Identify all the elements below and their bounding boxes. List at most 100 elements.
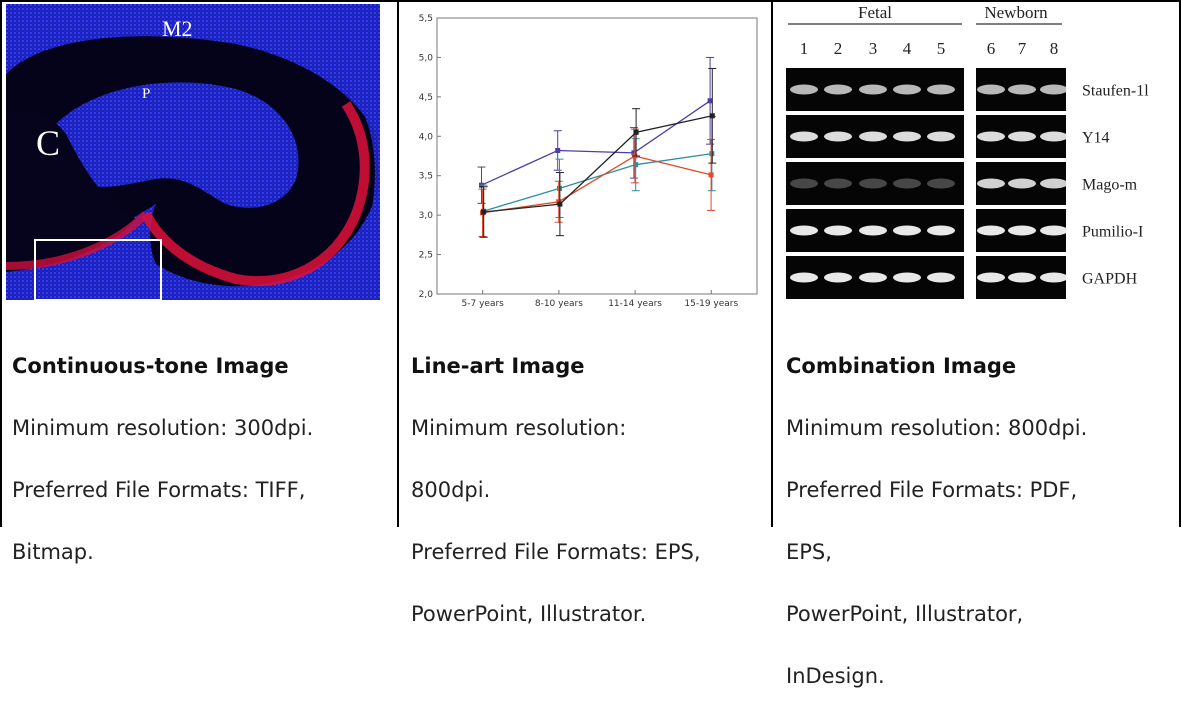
gel-band bbox=[977, 225, 1005, 236]
gel-svg: Fetal Newborn 1 2 3 4 5 6 7 8 Staufen-1l Y14 Mago-m P… bbox=[786, 4, 1149, 299]
line-chart-svg: 2,0 2,5 3,0 3,5 4,0 4,5 5,0 5,5 5-7 years 8-10 ye… bbox=[419, 14, 758, 309]
gel-band bbox=[859, 131, 887, 142]
gel-band bbox=[893, 178, 921, 189]
column-3-line: Minimum resolution: 800dpi. bbox=[786, 416, 1088, 440]
column-3-line: InDesign. bbox=[786, 664, 885, 688]
gel-band bbox=[1040, 131, 1068, 142]
gel-image: Fetal Newborn 1 2 3 4 5 6 7 8 Staufen-1l Y14 Mago-m P… bbox=[780, 4, 1176, 304]
column-3-line: PowerPoint, Illustrator, bbox=[786, 602, 1024, 626]
gel-band bbox=[893, 225, 921, 236]
data-point bbox=[631, 150, 637, 156]
data-point bbox=[707, 98, 713, 104]
column-1-text: Continuous-tone Image Minimum resolution… bbox=[12, 320, 392, 599]
x-tick-label: 15-19 years bbox=[684, 299, 738, 309]
y-tick-label: 5,0 bbox=[419, 53, 434, 63]
y-tick-label: 3,0 bbox=[419, 211, 434, 221]
lane-number: 2 bbox=[834, 39, 843, 58]
gel-band bbox=[790, 178, 818, 189]
micrograph-image: M2 P C bbox=[6, 4, 380, 300]
gel-band bbox=[977, 131, 1005, 142]
gel-band bbox=[824, 178, 852, 189]
table-right-border bbox=[1179, 0, 1181, 527]
series-line bbox=[483, 152, 712, 212]
micrograph-label-m2: M2 bbox=[162, 16, 193, 41]
lane-number: 7 bbox=[1018, 39, 1027, 58]
gel-band bbox=[977, 272, 1005, 283]
plot-frame bbox=[436, 17, 758, 295]
column-1-line: Bitmap. bbox=[12, 540, 94, 564]
y-tick-label: 3,5 bbox=[419, 172, 433, 182]
gel-band bbox=[790, 272, 818, 283]
table-top-border bbox=[0, 0, 1181, 2]
group-label-fetal: Fetal bbox=[858, 4, 892, 22]
column-2-heading: Line-art Image bbox=[411, 354, 585, 378]
gel-band bbox=[859, 178, 887, 189]
gel-band bbox=[790, 225, 818, 236]
x-tick-label: 11-14 years bbox=[608, 299, 662, 309]
gel-band bbox=[977, 178, 1005, 189]
gel-band bbox=[859, 225, 887, 236]
lane-number: 1 bbox=[800, 39, 809, 58]
series-line bbox=[481, 100, 711, 186]
gel-band bbox=[824, 84, 852, 95]
x-tick-label: 8-10 years bbox=[535, 299, 583, 309]
gel-band bbox=[1008, 84, 1036, 95]
gel-band bbox=[927, 131, 955, 142]
column-3-line: Preferred File Formats: PDF, bbox=[786, 478, 1078, 502]
series-line bbox=[483, 115, 713, 213]
gel-band bbox=[893, 131, 921, 142]
gel-band bbox=[1040, 178, 1068, 189]
gel-band bbox=[893, 272, 921, 283]
data-point bbox=[708, 172, 714, 178]
gel-band bbox=[927, 225, 955, 236]
gel-band bbox=[927, 84, 955, 95]
gel-band bbox=[1040, 272, 1068, 283]
y-tick-label: 4,5 bbox=[419, 93, 433, 103]
gel-row-label: GAPDH bbox=[1082, 271, 1138, 288]
column-3-heading: Combination Image bbox=[786, 354, 1017, 378]
gel-band bbox=[1040, 84, 1068, 95]
column-2-text: Line-art Image Minimum resolution: 800dp… bbox=[411, 320, 769, 661]
micrograph-label-p: P bbox=[142, 86, 151, 102]
lane-number: 3 bbox=[869, 39, 878, 58]
data-point bbox=[633, 129, 639, 135]
micrograph-label-c: C bbox=[36, 123, 61, 163]
gel-row-label: Staufen-1l bbox=[1082, 83, 1149, 100]
format-table: M2 P C 2,0 2,5 3,0 3,5 4,0 4,5 5,0 5,5 5-7 years… bbox=[0, 0, 1181, 688]
gel-block-fetal bbox=[786, 162, 964, 205]
gel-row-label: Mago-m bbox=[1082, 177, 1138, 194]
column-3-line: EPS, bbox=[786, 540, 832, 564]
line-chart: 2,0 2,5 3,0 3,5 4,0 4,5 5,0 5,5 5-7 years 8-10 ye… bbox=[405, 4, 765, 309]
column-1-heading: Continuous-tone Image bbox=[12, 354, 289, 378]
y-tick-label: 4,0 bbox=[419, 132, 434, 142]
lane-number: 4 bbox=[903, 39, 912, 58]
gel-band bbox=[824, 225, 852, 236]
lane-number: 5 bbox=[937, 39, 946, 58]
y-tick-label: 2,0 bbox=[419, 290, 434, 300]
column-1-line: Preferred File Formats: TIFF, bbox=[12, 478, 306, 502]
group-label-newborn: Newborn bbox=[984, 4, 1048, 22]
column-2-line: Preferred File Formats: EPS, bbox=[411, 540, 701, 564]
data-point bbox=[557, 201, 563, 207]
gel-band bbox=[1008, 272, 1036, 283]
column-2-line: PowerPoint, Illustrator. bbox=[411, 602, 647, 626]
gel-band bbox=[1008, 131, 1036, 142]
column-1-line: Minimum resolution: 300dpi. bbox=[12, 416, 314, 440]
gel-band bbox=[1040, 225, 1068, 236]
gel-band bbox=[859, 84, 887, 95]
column-2-line: 800dpi. bbox=[411, 478, 491, 502]
gel-band bbox=[1008, 178, 1036, 189]
data-point bbox=[481, 209, 487, 215]
gel-band bbox=[859, 272, 887, 283]
gel-band bbox=[977, 84, 1005, 95]
gel-band bbox=[824, 272, 852, 283]
gel-band bbox=[927, 178, 955, 189]
gel-row-label: Pumilio-I bbox=[1082, 224, 1143, 241]
gel-row-label: Y14 bbox=[1082, 130, 1110, 147]
y-tick-label: 5,5 bbox=[419, 14, 433, 24]
column-3-text: Combination Image Minimum resolution: 80… bbox=[786, 320, 1176, 723]
gel-band bbox=[790, 131, 818, 142]
column-2-line: Minimum resolution: bbox=[411, 416, 627, 440]
lane-number: 8 bbox=[1050, 39, 1059, 58]
lane-number: 6 bbox=[987, 39, 996, 58]
